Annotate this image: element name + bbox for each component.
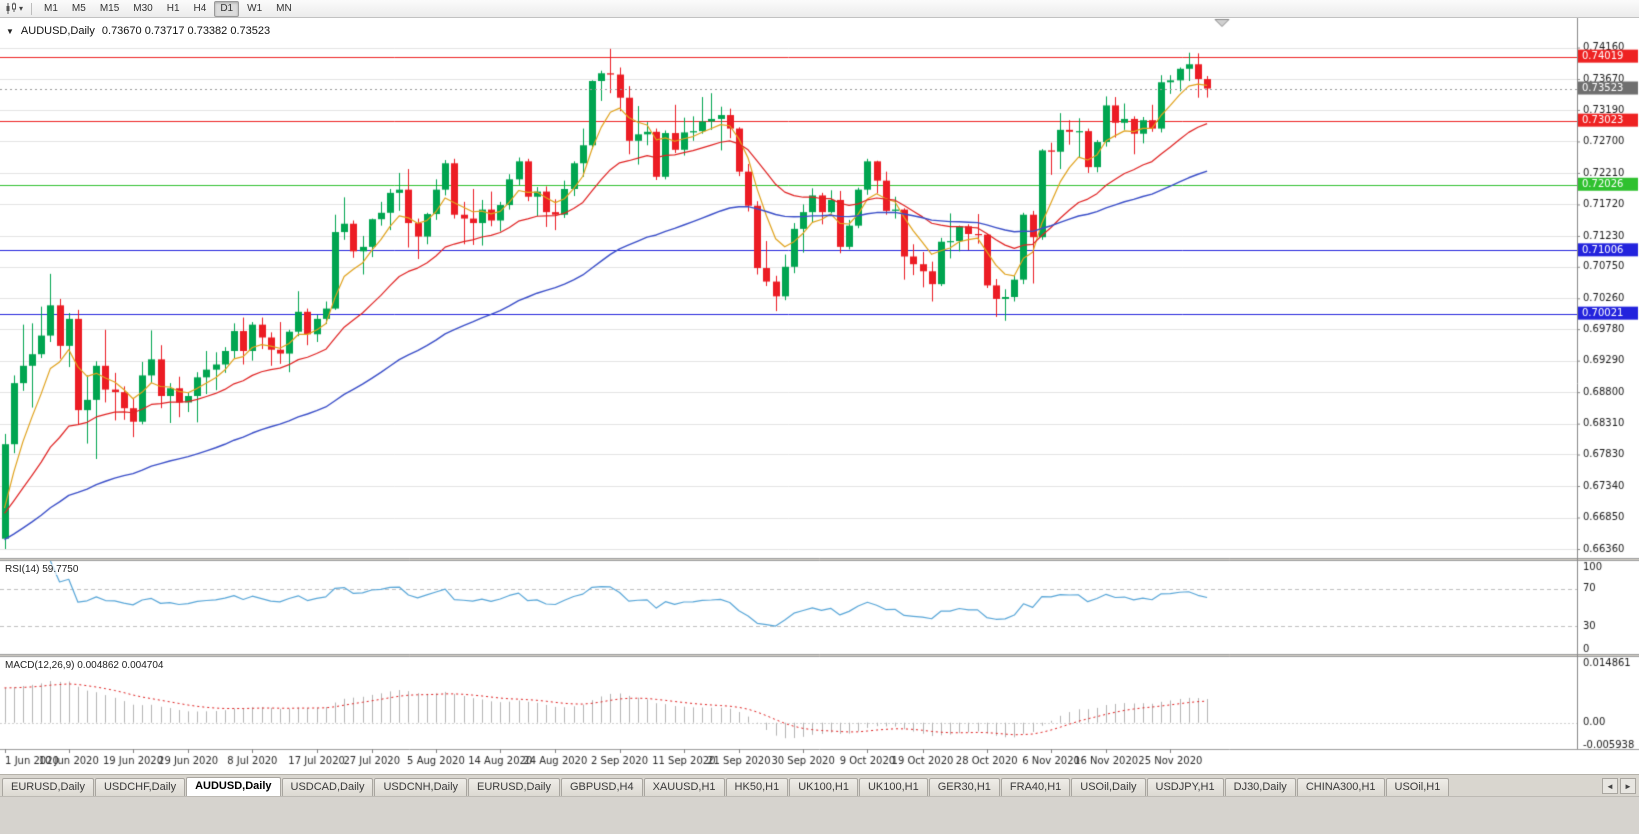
timeframe-button-m5[interactable]: M5	[71, 2, 86, 14]
chart-tab-gbpusd-h4[interactable]: GBPUSD,H4	[561, 778, 643, 796]
chart-tab-xauusd-h1[interactable]: XAUUSD,H1	[643, 778, 725, 796]
chart-ohlc-label: 0.73670 0.73717 0.73382 0.73523	[101, 25, 271, 37]
chart-header: ▼ AUDUSD,Daily 0.73670 0.73717 0.73382 0…	[6, 25, 270, 37]
status-bar	[0, 796, 1639, 834]
macd-indicator-label: MACD(12,26,9) 0.004862 0.004704	[5, 660, 164, 671]
chart-tab-bar: EURUSD,Daily USDCHF,Daily AUDUSD,Daily USDC…	[0, 774, 1639, 796]
timeframe-button-m30[interactable]: M30	[133, 2, 153, 14]
chart-tab-uk100-h1[interactable]: UK100,H1	[858, 778, 928, 796]
timeframe-button-group: M1 M5 M15 M30 H1 H4 D1 W1 MN	[38, 0, 298, 17]
chart-tab-audusd-daily[interactable]: AUDUSD,Daily	[186, 777, 281, 796]
chart-tab-usdcnh-daily[interactable]: USDCNH,Daily	[374, 778, 468, 796]
timeframe-button-mn[interactable]: MN	[276, 2, 292, 14]
timeframe-button-m15[interactable]: M15	[99, 2, 120, 14]
chart-window: ▼ AUDUSD,Daily 0.73670 0.73717 0.73382 0…	[0, 18, 1639, 774]
tab-scroll-buttons: ◄ ►	[1599, 778, 1637, 796]
chart-tab-eurusd-daily[interactable]: EURUSD,Daily	[2, 778, 94, 796]
price-chart-canvas[interactable]	[0, 18, 1639, 774]
chart-symbol-label: AUDUSD,Daily	[20, 25, 95, 37]
rsi-indicator-label: RSI(14) 59.7750	[5, 564, 79, 575]
timeframe-button-m1[interactable]: M1	[44, 2, 58, 14]
chart-tab-fra40-h1[interactable]: FRA40,H1	[1000, 778, 1071, 796]
timeframe-button-h4[interactable]: H4	[193, 2, 207, 14]
candlestick-chart-icon	[6, 2, 16, 14]
tab-scroll-left-icon[interactable]: ◄	[1602, 778, 1618, 794]
chart-type-button[interactable]: ▾	[3, 1, 25, 17]
chart-tab-uk100-h1[interactable]: UK100,H1	[789, 778, 858, 796]
chart-tab-eurusd-daily[interactable]: EURUSD,Daily	[468, 778, 560, 796]
chart-tab-usdchf-daily[interactable]: USDCHF,Daily	[94, 778, 186, 796]
chart-tab-china300-h1[interactable]: CHINA300,H1	[1296, 778, 1385, 796]
toolbar-separator	[31, 2, 33, 15]
chart-tab-dj30-daily[interactable]: DJ30,Daily	[1224, 778, 1296, 796]
chart-tab-usdjpy-h1[interactable]: USDJPY,H1	[1146, 778, 1224, 796]
chart-tab-usoil-h1[interactable]: USOil,H1	[1385, 778, 1450, 796]
timeframe-button-w1[interactable]: W1	[247, 2, 263, 14]
tab-scroll-right-icon[interactable]: ►	[1620, 778, 1636, 794]
collapse-arrow-icon[interactable]: ▼	[6, 26, 14, 36]
chart-type-dropdown-caret-icon: ▾	[19, 4, 24, 13]
chart-tabs: EURUSD,Daily USDCHF,Daily AUDUSD,Daily USDC…	[2, 776, 1599, 796]
timeframe-button-d1[interactable]: D1	[214, 0, 240, 17]
top-toolbar: ▾ M1 M5 M15 M30 H1 H4 D1 W1 MN	[0, 0, 1639, 18]
chart-tab-hk50-h1[interactable]: HK50,H1	[725, 778, 789, 796]
timeframe-button-h1[interactable]: H1	[166, 2, 180, 14]
chart-tab-usdcad-daily[interactable]: USDCAD,Daily	[281, 778, 374, 796]
chart-tab-usoil-daily[interactable]: USOil,Daily	[1071, 778, 1146, 796]
chart-tab-ger30-h1[interactable]: GER30,H1	[928, 778, 1000, 796]
